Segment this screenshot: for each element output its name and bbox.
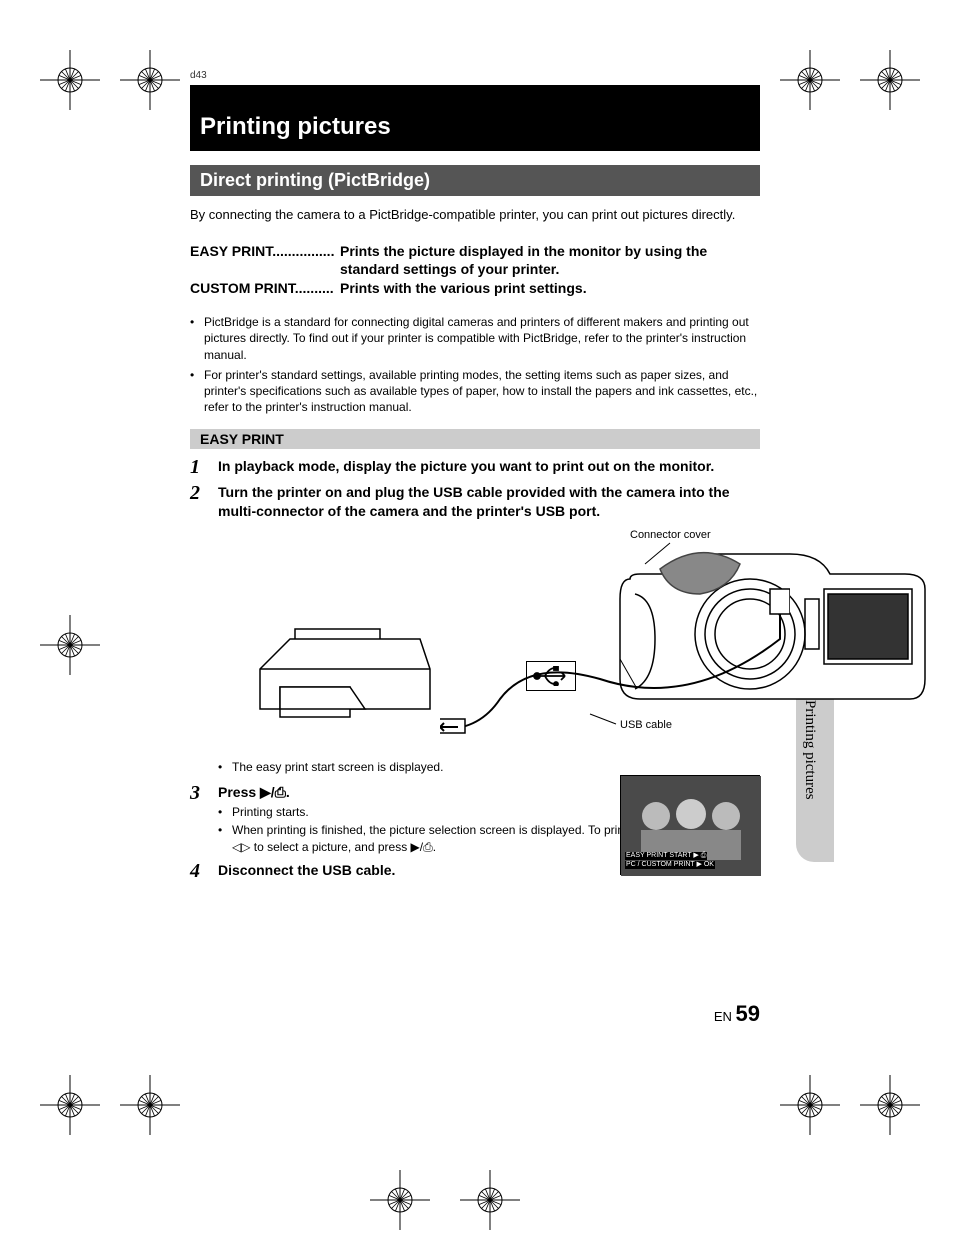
registration-mark-icon: [40, 1075, 100, 1135]
chapter-title: Printing pictures: [200, 113, 740, 141]
registration-mark-icon: [370, 1170, 430, 1230]
registration-mark-icon: [860, 1075, 920, 1135]
def-easy-term: EASY PRINT................: [190, 242, 340, 280]
notes-list: •PictBridge is a standard for connecting…: [190, 314, 760, 415]
page-footer: EN 59: [190, 1001, 760, 1027]
connection-diagram: Connector cover Multi-connector USB cabl…: [190, 529, 760, 749]
def-easy-desc: Prints the picture displayed in the moni…: [340, 242, 760, 280]
usb-symbol-icon: [526, 661, 576, 691]
usb-cable-icon: [440, 579, 790, 739]
footer-lang: EN: [714, 1009, 732, 1024]
registration-mark-icon: [40, 615, 100, 675]
screen-preview-thumbnail: EASY PRINT START ▶ ⎙ PC / CUSTOM PRINT ▶…: [620, 775, 760, 875]
page-content: d43 Printing pictures Direct printing (P…: [190, 70, 770, 1027]
note-1: PictBridge is a standard for connecting …: [204, 314, 760, 363]
registration-mark-icon: [780, 1075, 840, 1135]
step-2: 2 Turn the printer on and plug the USB c…: [190, 483, 760, 521]
header-reference: d43: [190, 70, 770, 81]
registration-mark-icon: [120, 1075, 180, 1135]
def-custom-desc: Prints with the various print settings.: [340, 279, 760, 298]
page-number: 59: [736, 1001, 760, 1026]
subsection-title: EASY PRINT: [190, 429, 760, 449]
chapter-header: Printing pictures: [190, 85, 760, 151]
definition-list: EASY PRINT................ Prints the pi…: [190, 242, 760, 299]
printer-icon: [250, 619, 440, 729]
note-2: For printer's standard settings, availab…: [204, 367, 760, 416]
section-title: Direct printing (PictBridge): [190, 165, 760, 196]
registration-mark-icon: [780, 50, 840, 110]
registration-mark-icon: [40, 50, 100, 110]
registration-mark-icon: [120, 50, 180, 110]
step3-text: Press ▶/⎙.: [218, 784, 290, 800]
registration-mark-icon: [860, 50, 920, 110]
step2-note: The easy print start screen is displayed…: [232, 759, 443, 775]
thumb-line2: PC / CUSTOM PRINT ▶ OK: [625, 861, 715, 869]
registration-mark-icon: [460, 1170, 520, 1230]
step3-note1: Printing starts.: [232, 804, 309, 820]
thumb-line1: EASY PRINT START ▶ ⎙: [625, 852, 707, 860]
def-custom-term: CUSTOM PRINT..........: [190, 279, 340, 298]
step-1: 1 In playback mode, display the picture …: [190, 457, 760, 477]
intro-text: By connecting the camera to a PictBridge…: [190, 206, 760, 224]
